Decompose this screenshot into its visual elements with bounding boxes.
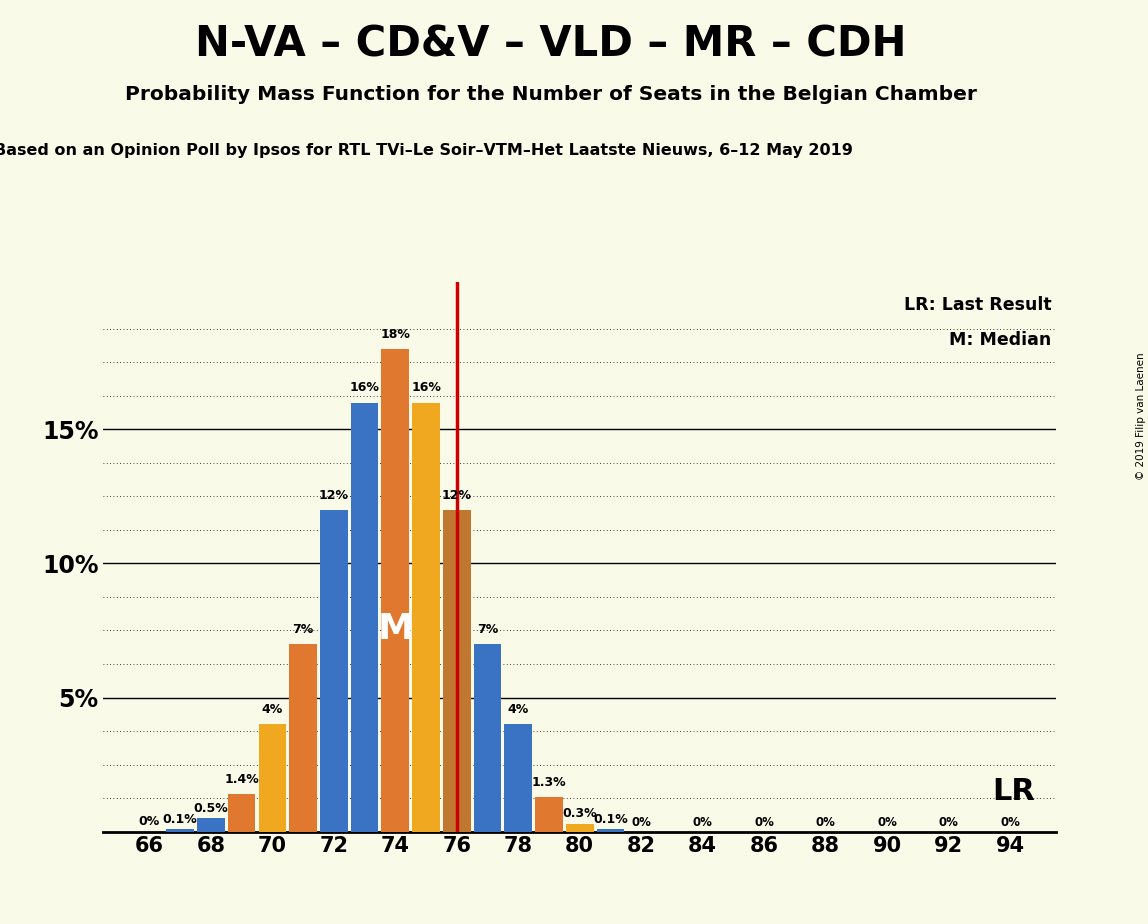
Bar [381,349,409,832]
Text: 7%: 7% [476,623,498,636]
Text: 0%: 0% [631,817,651,830]
Bar [258,724,286,832]
Text: 1.4%: 1.4% [224,773,259,786]
Text: 16%: 16% [350,382,380,395]
Text: 0%: 0% [139,815,160,829]
Bar [504,724,533,832]
Text: 0.3%: 0.3% [563,808,597,821]
Bar [166,829,194,832]
Text: 4%: 4% [507,703,529,716]
Text: 16%: 16% [411,382,441,395]
Text: M: Median: M: Median [949,332,1052,349]
Text: 0%: 0% [754,817,774,830]
Bar [535,796,563,832]
Text: 12%: 12% [442,489,472,502]
Bar [443,510,471,832]
Bar [227,794,256,832]
Text: 0.1%: 0.1% [594,813,628,826]
Text: 0%: 0% [816,817,836,830]
Text: 0.1%: 0.1% [163,813,197,826]
Text: 0%: 0% [939,817,959,830]
Text: 0.5%: 0.5% [194,802,228,815]
Text: 7%: 7% [293,623,313,636]
Text: LR: Last Result: LR: Last Result [903,296,1052,313]
Text: N-VA – CD&V – VLD – MR – CDH: N-VA – CD&V – VLD – MR – CDH [195,23,907,65]
Bar [566,823,594,832]
Bar [474,644,502,832]
Text: 0%: 0% [692,817,713,830]
Text: 18%: 18% [380,328,410,341]
Bar [351,403,379,832]
Text: 0%: 0% [1000,817,1019,830]
Bar [289,644,317,832]
Text: Based on an Opinion Poll by Ipsos for RTL TVi–Le Soir–VTM–Het Laatste Nieuws, 6–: Based on an Opinion Poll by Ipsos for RT… [0,143,853,158]
Text: 12%: 12% [319,489,349,502]
Bar [197,818,225,832]
Text: LR: LR [992,777,1034,806]
Text: 4%: 4% [262,703,284,716]
Text: © 2019 Filip van Laenen: © 2019 Filip van Laenen [1135,352,1146,480]
Bar [597,829,625,832]
Text: 1.3%: 1.3% [532,775,566,789]
Bar [412,403,440,832]
Text: 0%: 0% [877,817,897,830]
Text: M: M [378,612,413,646]
Text: Probability Mass Function for the Number of Seats in the Belgian Chamber: Probability Mass Function for the Number… [125,85,977,104]
Bar [320,510,348,832]
